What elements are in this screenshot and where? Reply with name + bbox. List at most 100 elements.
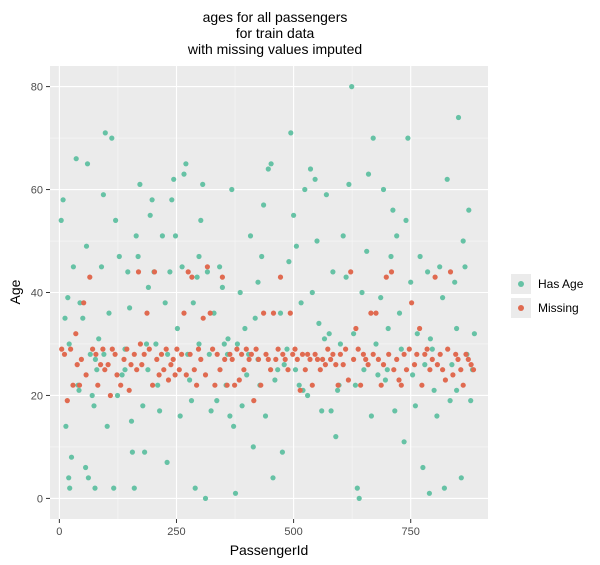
point-missing — [70, 382, 76, 388]
point-missing — [135, 269, 142, 275]
point-missing — [365, 362, 371, 368]
point-missing — [105, 362, 111, 368]
point-missing — [150, 382, 156, 388]
point-has-age — [316, 320, 322, 326]
point-has-age — [380, 186, 387, 193]
point-missing — [440, 367, 446, 373]
point-has-age — [328, 408, 334, 414]
point-has-age — [401, 439, 407, 445]
point-has-age — [200, 181, 206, 187]
legend-label-has-age: Has Age — [538, 277, 584, 291]
point-has-age — [102, 130, 108, 136]
point-has-age — [412, 403, 418, 409]
point-missing — [126, 387, 132, 393]
point-has-age — [378, 295, 384, 301]
point-missing — [355, 346, 361, 352]
point-has-age — [321, 336, 328, 342]
point-missing — [172, 372, 178, 378]
legend: Has Age Missing — [511, 274, 584, 318]
point-has-age — [142, 449, 148, 455]
point-has-age — [394, 233, 400, 239]
point-missing — [432, 274, 438, 280]
point-has-age — [242, 325, 248, 332]
point-missing — [406, 346, 412, 352]
point-missing — [285, 367, 291, 373]
point-has-age — [196, 253, 202, 260]
point-missing — [375, 356, 381, 362]
point-has-age — [466, 207, 472, 213]
point-missing — [100, 346, 106, 352]
point-has-age — [343, 274, 349, 280]
point-missing — [280, 351, 286, 357]
point-has-age — [437, 264, 443, 270]
point-has-age — [375, 372, 381, 378]
point-has-age — [225, 336, 231, 342]
point-missing — [187, 351, 193, 357]
point-missing — [307, 356, 313, 362]
legend-marker-missing — [518, 305, 524, 311]
point-has-age — [420, 464, 426, 471]
point-has-age — [388, 253, 394, 260]
point-missing — [95, 382, 101, 388]
point-has-age — [323, 192, 329, 198]
point-missing — [434, 362, 440, 368]
point-missing — [270, 310, 277, 316]
point-has-age — [143, 341, 150, 347]
point-has-age — [293, 243, 299, 249]
point-missing — [255, 356, 262, 362]
point-has-age — [100, 192, 106, 198]
point-missing — [198, 356, 204, 362]
point-missing — [292, 346, 298, 352]
point-missing — [370, 351, 376, 357]
point-has-age — [244, 372, 250, 378]
point-has-age — [232, 490, 239, 496]
point-has-age — [356, 495, 362, 501]
point-missing — [345, 377, 351, 383]
point-has-age — [405, 135, 411, 141]
point-has-age — [455, 114, 462, 121]
point-has-age — [471, 331, 477, 337]
point-missing — [239, 351, 245, 357]
point-has-age — [281, 362, 287, 368]
point-has-age — [351, 331, 357, 337]
point-missing — [81, 300, 87, 306]
point-missing — [253, 346, 259, 352]
point-missing — [386, 351, 392, 357]
point-has-age — [296, 382, 302, 388]
point-has-age — [165, 351, 171, 357]
point-has-age — [441, 485, 447, 491]
point-has-age — [454, 387, 460, 393]
point-missing — [114, 372, 120, 378]
point-has-age — [268, 161, 274, 167]
point-has-age — [462, 264, 468, 270]
point-has-age — [408, 279, 414, 285]
point-missing — [383, 274, 389, 280]
point-missing — [330, 351, 336, 357]
point-missing — [391, 367, 397, 373]
point-has-age — [458, 475, 464, 481]
point-has-age — [149, 197, 155, 203]
point-missing — [74, 362, 80, 368]
point-has-age — [80, 315, 86, 321]
point-missing — [419, 382, 425, 388]
point-has-age — [66, 341, 72, 347]
point-has-age — [217, 264, 223, 270]
point-has-age — [159, 233, 165, 239]
point-has-age — [398, 346, 404, 352]
point-has-age — [89, 392, 95, 399]
x-axis-label: PassengerId — [230, 542, 309, 558]
point-has-age — [454, 325, 460, 332]
point-has-age — [373, 341, 379, 347]
point-missing — [107, 392, 113, 399]
grid-lines — [50, 66, 488, 519]
point-has-age — [190, 300, 196, 306]
point-missing — [455, 356, 461, 362]
point-missing — [343, 346, 349, 352]
point-missing — [102, 367, 108, 373]
point-has-age — [425, 269, 431, 275]
point-has-age — [370, 135, 376, 141]
point-has-age — [452, 279, 458, 285]
point-missing — [325, 346, 331, 352]
point-missing — [351, 356, 357, 362]
